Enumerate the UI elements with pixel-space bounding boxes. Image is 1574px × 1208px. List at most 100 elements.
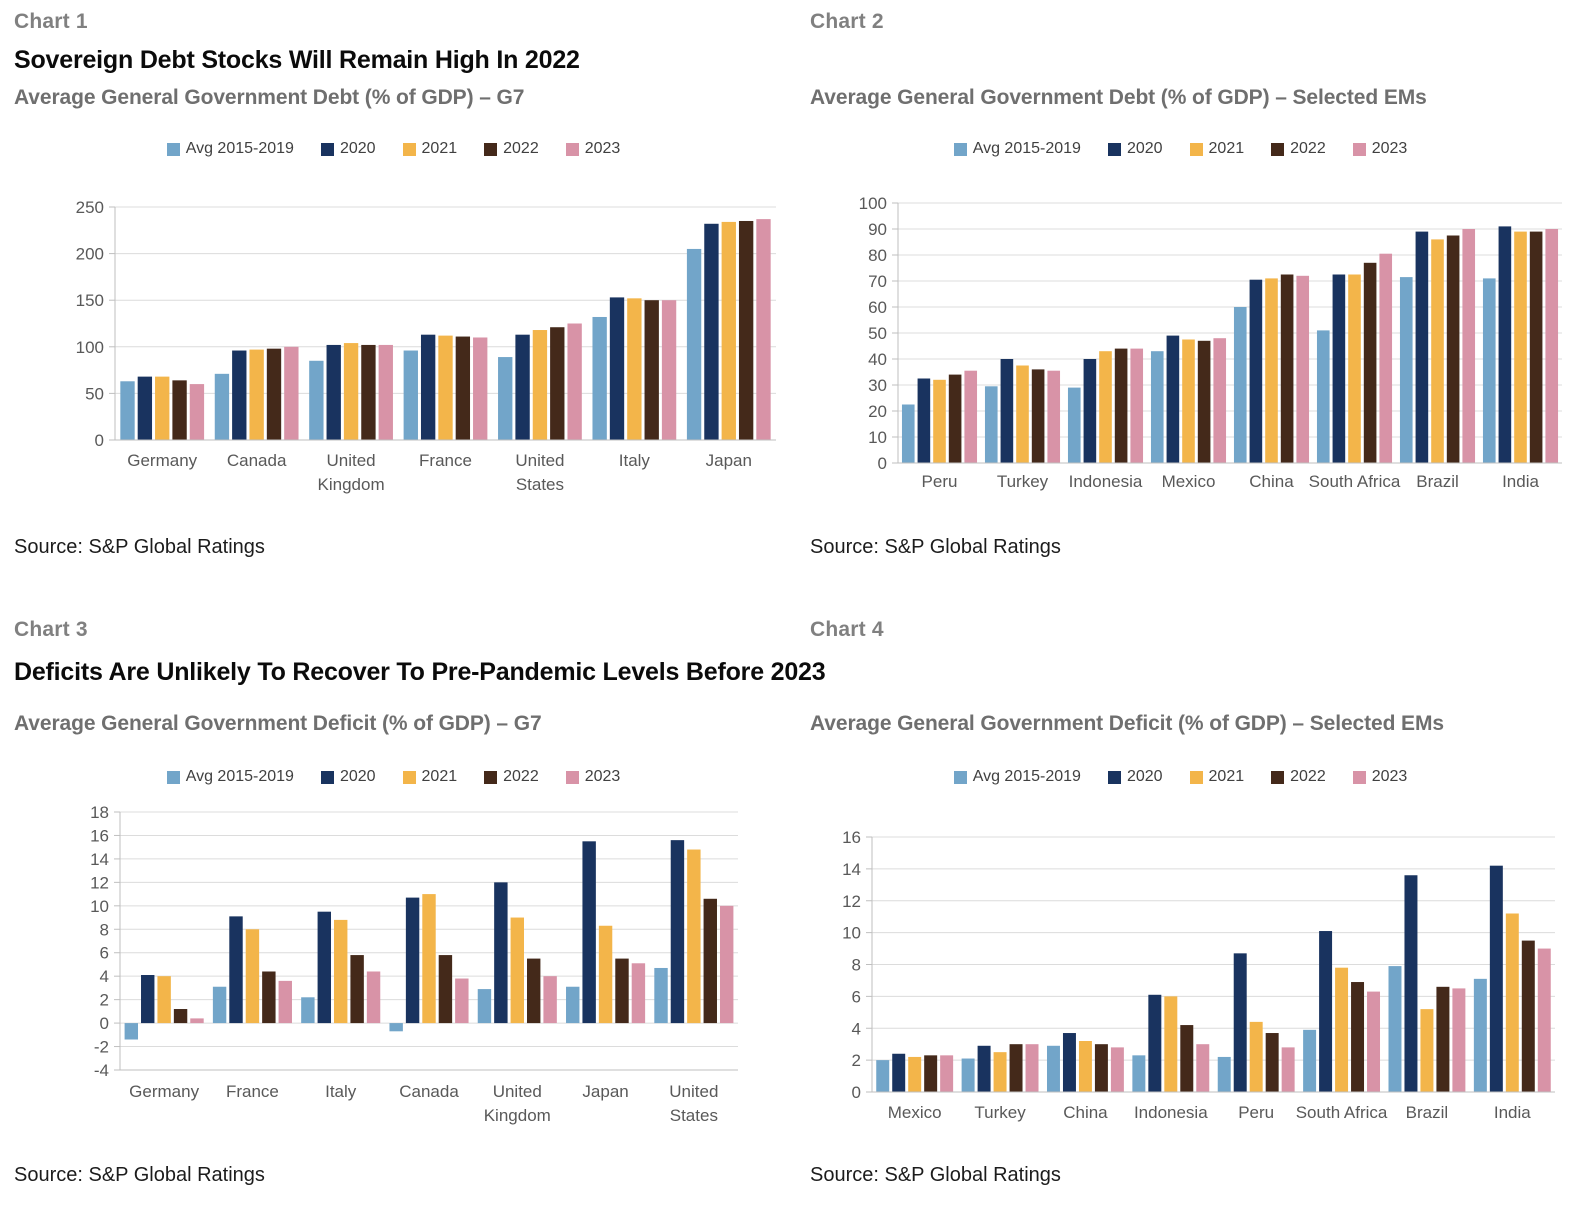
bar-2022-united-kingdom <box>361 344 376 440</box>
chart4-legend: Avg 2015-2019 2020 2021 2022 2023 <box>787 768 1574 786</box>
chart2-subtitle: Average General Government Debt (% of GD… <box>810 86 1427 109</box>
bar-avg-2015-2019-france <box>403 350 418 440</box>
legend-label-2023: 2023 <box>584 768 621 785</box>
bar-avg-2015-2019-brazil <box>1399 277 1413 463</box>
bar-2020-china <box>1249 279 1263 463</box>
bar-2020-south-africa <box>1332 274 1346 463</box>
bar-2023-mexico <box>940 1055 954 1092</box>
bar-2022-mexico <box>924 1055 938 1092</box>
legend-label-2023: 2023 <box>1371 140 1408 157</box>
y-tick-label: 80 <box>868 246 887 265</box>
bar-2021-indonesia <box>1164 996 1178 1092</box>
bar-2021-indonesia <box>1099 351 1112 463</box>
category-label-peru: Peru <box>1238 1103 1274 1122</box>
bar-2023-germany <box>189 384 205 440</box>
legend-label-avg-2015-2019: Avg 2015-2019 <box>972 768 1081 785</box>
bar-2021-india <box>1505 913 1519 1092</box>
legend-label-avg-2015-2019: Avg 2015-2019 <box>972 140 1081 157</box>
bar-avg-2015-2019-south-africa <box>1316 330 1330 463</box>
chart2-kicker: Chart 2 <box>810 10 884 33</box>
bar-2022-united-kingdom <box>526 958 541 1024</box>
chart3-title: Deficits Are Unlikely To Recover To Pre-… <box>14 658 826 686</box>
bar-2021-united-kingdom <box>343 343 359 440</box>
y-tick-label: 40 <box>868 350 887 369</box>
bar-2020-mexico <box>892 1053 906 1092</box>
legend-label-2021: 2021 <box>1208 768 1245 785</box>
bar-2023-india <box>1545 229 1559 463</box>
legend-label-2023: 2023 <box>584 140 621 157</box>
category-label-mexico: Mexico <box>1162 472 1216 491</box>
bar-avg-2015-2019-mexico <box>1150 351 1164 463</box>
bar-avg-2015-2019-italy <box>592 316 607 440</box>
bar-2021-peru <box>1249 1021 1263 1092</box>
legend-label-2021: 2021 <box>1208 140 1245 157</box>
bar-2022-canada <box>266 348 282 440</box>
legend-swatch-2023 <box>1352 142 1366 156</box>
bar-2021-peru <box>933 379 946 463</box>
bar-avg-2015-2019-united-kingdom <box>309 360 324 440</box>
legend-label-2020: 2020 <box>339 140 376 157</box>
y-tick-label: 0 <box>100 1014 109 1033</box>
category-label-indonesia: Indonesia <box>1134 1103 1208 1122</box>
category-label-united-states: United States <box>669 1082 718 1125</box>
legend-label-2023: 2023 <box>1371 768 1408 785</box>
bar-2020-united-states <box>670 840 685 1024</box>
bar-2021-india <box>1514 231 1527 463</box>
y-tick-label: 60 <box>868 298 887 317</box>
bar-2022-india <box>1529 231 1543 463</box>
bar-2022-china <box>1094 1044 1108 1092</box>
category-label-china: China <box>1249 472 1294 491</box>
chart2-panel: Chart 2 Average General Government Debt … <box>787 0 1574 604</box>
y-tick-label: 18 <box>90 803 109 822</box>
bar-avg-2015-2019-france <box>212 986 227 1024</box>
bar-avg-2015-2019-united-states <box>654 967 668 1024</box>
bar-2021-united-states <box>532 330 548 440</box>
bar-2023-united-states <box>719 905 734 1024</box>
bar-2022-japan <box>615 958 629 1024</box>
legend-item-2023: 2023 <box>565 140 621 158</box>
category-label-canada: Canada <box>399 1082 459 1101</box>
bar-2023-indonesia <box>1196 1044 1210 1092</box>
bar-2023-italy <box>366 971 381 1024</box>
legend-swatch-2022 <box>484 770 498 784</box>
y-tick-label: 6 <box>100 944 109 963</box>
bar-2022-brazil <box>1436 986 1450 1092</box>
y-tick-label: 4 <box>100 967 109 986</box>
category-label-china: China <box>1063 1103 1108 1122</box>
bar-2023-peru <box>1281 1047 1295 1092</box>
legend-swatch-2020 <box>320 770 334 784</box>
legend-item-2022: 2022 <box>484 768 539 786</box>
bar-2022-brazil <box>1446 235 1460 463</box>
legend-swatch-2022 <box>1271 142 1285 156</box>
bar-2023-italy <box>661 300 677 440</box>
bar-2022-turkey <box>1009 1044 1023 1092</box>
bar-2023-canada <box>455 978 469 1024</box>
y-tick-label: 50 <box>85 384 104 403</box>
bar-2023-united-kingdom <box>378 344 393 440</box>
bar-2020-peru <box>917 378 931 463</box>
chart4-panel: Chart 4 Average General Government Defic… <box>787 604 1574 1208</box>
bar-2020-united-states <box>515 334 530 440</box>
y-tick-label: 8 <box>100 920 109 939</box>
y-tick-label: 8 <box>852 956 861 975</box>
bar-2021-turkey <box>1016 365 1029 463</box>
bar-2020-germany <box>141 975 155 1024</box>
bar-2022-france <box>262 971 276 1024</box>
legend-item-2020: 2020 <box>320 140 376 158</box>
bar-avg-2015-2019-germany <box>124 1023 139 1040</box>
bar-avg-2015-2019-canada <box>214 373 230 440</box>
bar-avg-2015-2019-japan <box>566 986 580 1024</box>
bar-2020-france <box>229 916 243 1024</box>
bar-avg-2015-2019-united-kingdom <box>477 989 492 1024</box>
bar-2020-turkey <box>1000 359 1014 463</box>
bar-2022-italy <box>644 300 659 440</box>
legend-label-2022: 2022 <box>503 140 539 157</box>
y-tick-label: 14 <box>842 860 861 879</box>
bar-2020-canada <box>405 897 420 1024</box>
chart2-source-note: Source: S&P Global Ratings <box>810 536 1061 558</box>
legend-swatch-2020 <box>1107 142 1121 156</box>
category-label-turkey: Turkey <box>997 472 1049 491</box>
bar-2023-brazil <box>1452 988 1466 1092</box>
bar-2023-china <box>1110 1047 1124 1092</box>
